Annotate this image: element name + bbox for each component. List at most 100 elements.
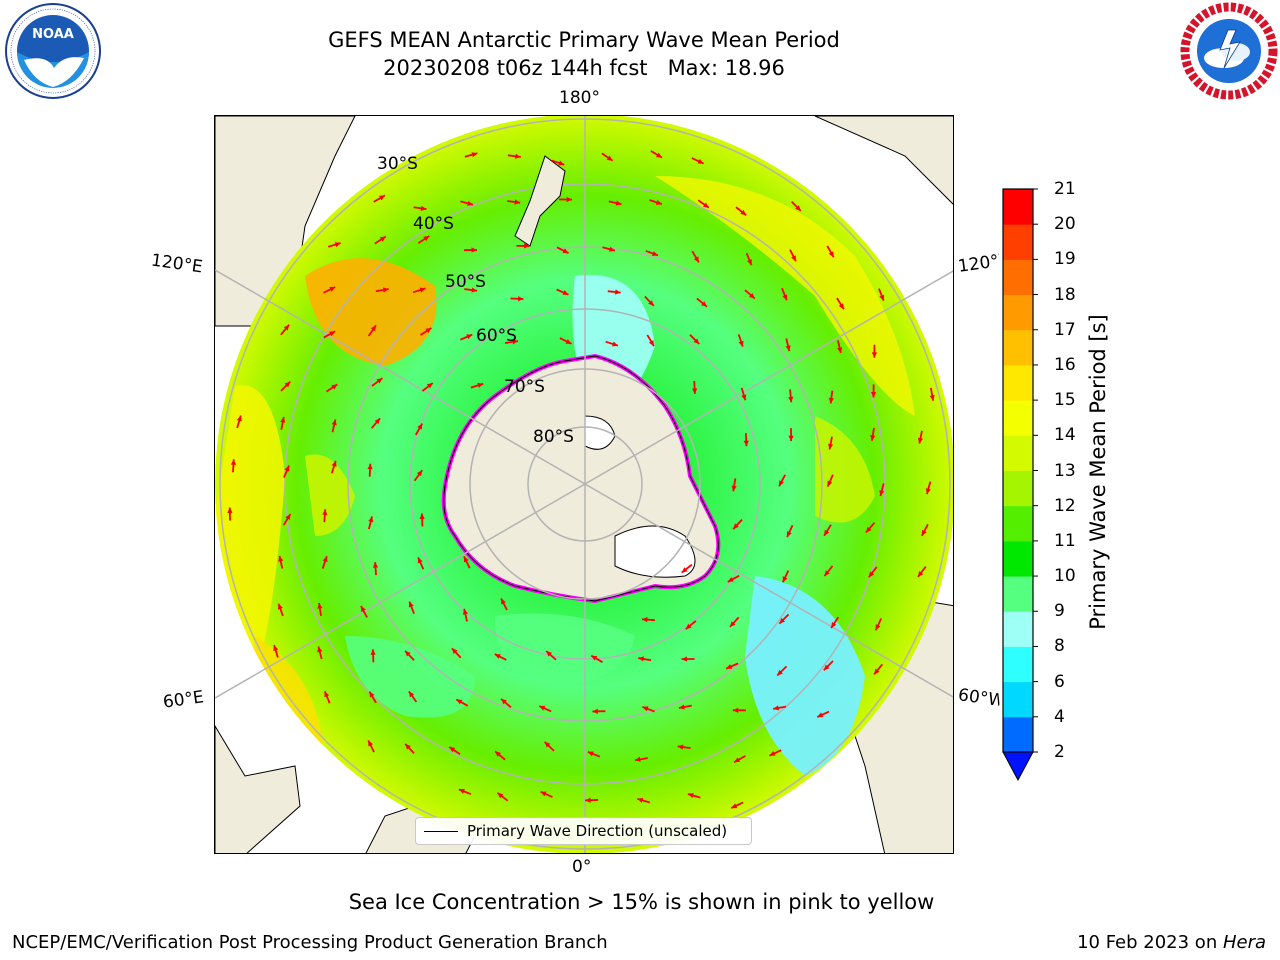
wave-direction-arrow [280, 381, 291, 392]
colorbar-tick-label: 21 [1054, 179, 1076, 199]
wave-direction-arrow [691, 250, 700, 263]
wave-direction-arrow [322, 509, 328, 523]
colorbar-tick-label: 11 [1054, 530, 1076, 551]
colorbar-tick-label: 6 [1054, 671, 1065, 692]
noaa-logo-text: NOAA [32, 27, 74, 42]
wave-direction-arrow [605, 340, 619, 347]
wave-direction-arrow [776, 665, 788, 677]
legend-label: Primary Wave Direction (unscaled) [467, 822, 728, 840]
wave-direction-arrow [634, 756, 648, 762]
colorbar-bin [1003, 259, 1033, 296]
wave-direction-arrow [587, 751, 601, 758]
wave-direction-arrow [733, 755, 746, 764]
wave-direction-arrow [462, 608, 468, 622]
wave-direction-arrow [227, 507, 233, 521]
footer-host: Hera [1222, 932, 1266, 953]
wave-direction-arrow [559, 337, 572, 345]
wave-direction-arrow [507, 199, 521, 205]
wave-direction-arrow [374, 235, 387, 245]
wave-direction-arrow [601, 152, 614, 162]
wave-direction-arrow [788, 389, 794, 403]
colorbar-bin [1003, 681, 1033, 718]
wave-direction-arrow [463, 247, 477, 253]
wave-direction-arrow [510, 296, 524, 302]
wave-direction-arrow [641, 617, 656, 623]
wave-direction-arrow [697, 199, 710, 209]
wave-direction-arrow [645, 250, 659, 257]
wave-direction-arrow [464, 287, 478, 293]
wave-direction-arrow [745, 252, 753, 266]
colorbar-tick-label: 18 [1054, 284, 1076, 305]
wave-direction-arrow [917, 430, 924, 444]
colorbar-bin [1003, 294, 1033, 331]
lat-label-40s: 40°S [413, 214, 454, 234]
colorbar-bin [1003, 611, 1033, 647]
wave-direction-arrow [607, 289, 621, 295]
lon-label-60e: 60°E [161, 687, 206, 713]
wave-direction-arrow [729, 616, 740, 628]
wave-direction-arrow [500, 598, 508, 611]
wave-direction-arrow [678, 704, 692, 710]
wave-direction-arrow [330, 460, 337, 474]
wave-direction-arrow [732, 518, 743, 530]
colorbar-tick-label: 20 [1054, 214, 1076, 235]
wave-direction-arrow [545, 650, 557, 661]
wave-direction-arrow [543, 741, 555, 752]
colorbar [1002, 188, 1038, 782]
wave-direction-arrow [516, 243, 530, 249]
wave-direction-arrow [879, 483, 885, 497]
wave-direction-arrow [360, 605, 368, 618]
lon-label-120w: 120°W [956, 251, 1002, 277]
wave-direction-arrow [507, 153, 521, 159]
legend-line-swatch [424, 831, 458, 832]
antarctica [441, 353, 721, 604]
colorbar-bin [1003, 435, 1033, 471]
footer-date: 10 Feb 2023 on Hera [1077, 932, 1266, 953]
wave-direction-arrow [375, 287, 389, 293]
footer-date-text: 10 Feb 2023 on [1077, 932, 1223, 953]
wave-direction-arrow [413, 205, 427, 211]
colorbar-tick-label: 17 [1054, 319, 1076, 340]
chart-title: GEFS MEAN Antarctic Primary Wave Mean Pe… [328, 28, 840, 52]
colorbar-tick-label: 8 [1054, 636, 1065, 657]
lon-label-180: 180° [559, 88, 600, 108]
wave-direction-arrow [367, 740, 375, 753]
wave-direction-arrow [685, 620, 697, 630]
wave-direction-arrow [460, 200, 474, 206]
wave-direction-arrow [608, 200, 622, 206]
wave-direction-arrow [463, 556, 471, 569]
wave-direction-arrow [681, 563, 693, 574]
wave-direction-arrow [638, 656, 652, 662]
wave-direction-arrow [556, 246, 569, 254]
wave-direction-arrow [727, 574, 740, 583]
colorbar-bin [1003, 576, 1033, 612]
colorbar-bin [1003, 505, 1033, 542]
wave-direction-arrow [408, 601, 415, 614]
wave-direction-arrow [451, 647, 462, 659]
wave-direction-arrow [732, 707, 746, 713]
wave-direction-arrow [323, 690, 331, 704]
colorbar-bin [1003, 540, 1033, 577]
wave-direction-arrow [367, 463, 373, 477]
wave-direction-arrow [878, 288, 885, 302]
colorbar-tick-label: 15 [1054, 390, 1076, 411]
wave-direction-arrow [417, 557, 425, 570]
wave-direction-arrow [283, 465, 290, 478]
wave-direction-arrow [540, 790, 553, 798]
colorbar-tick-label: 9 [1054, 601, 1065, 622]
wave-direction-arrow [828, 390, 834, 404]
wave-direction-arrow [743, 433, 749, 447]
wave-direction-arrow [585, 797, 599, 803]
wave-direction-arrows [227, 150, 935, 809]
wave-direction-arrow [370, 417, 381, 429]
wave-direction-arrow [782, 570, 790, 583]
wave-direction-arrow [691, 157, 704, 165]
wave-direction-arrow [373, 194, 386, 203]
wave-direction-arrow [823, 565, 834, 577]
wave-direction-arrow [650, 150, 663, 159]
wave-direction-arrow [642, 706, 655, 713]
wave-direction-arrow [367, 324, 377, 337]
wave-direction-arrow [278, 555, 284, 569]
wave-direction-arrow [687, 793, 701, 799]
wave-direction-arrow [917, 566, 927, 578]
